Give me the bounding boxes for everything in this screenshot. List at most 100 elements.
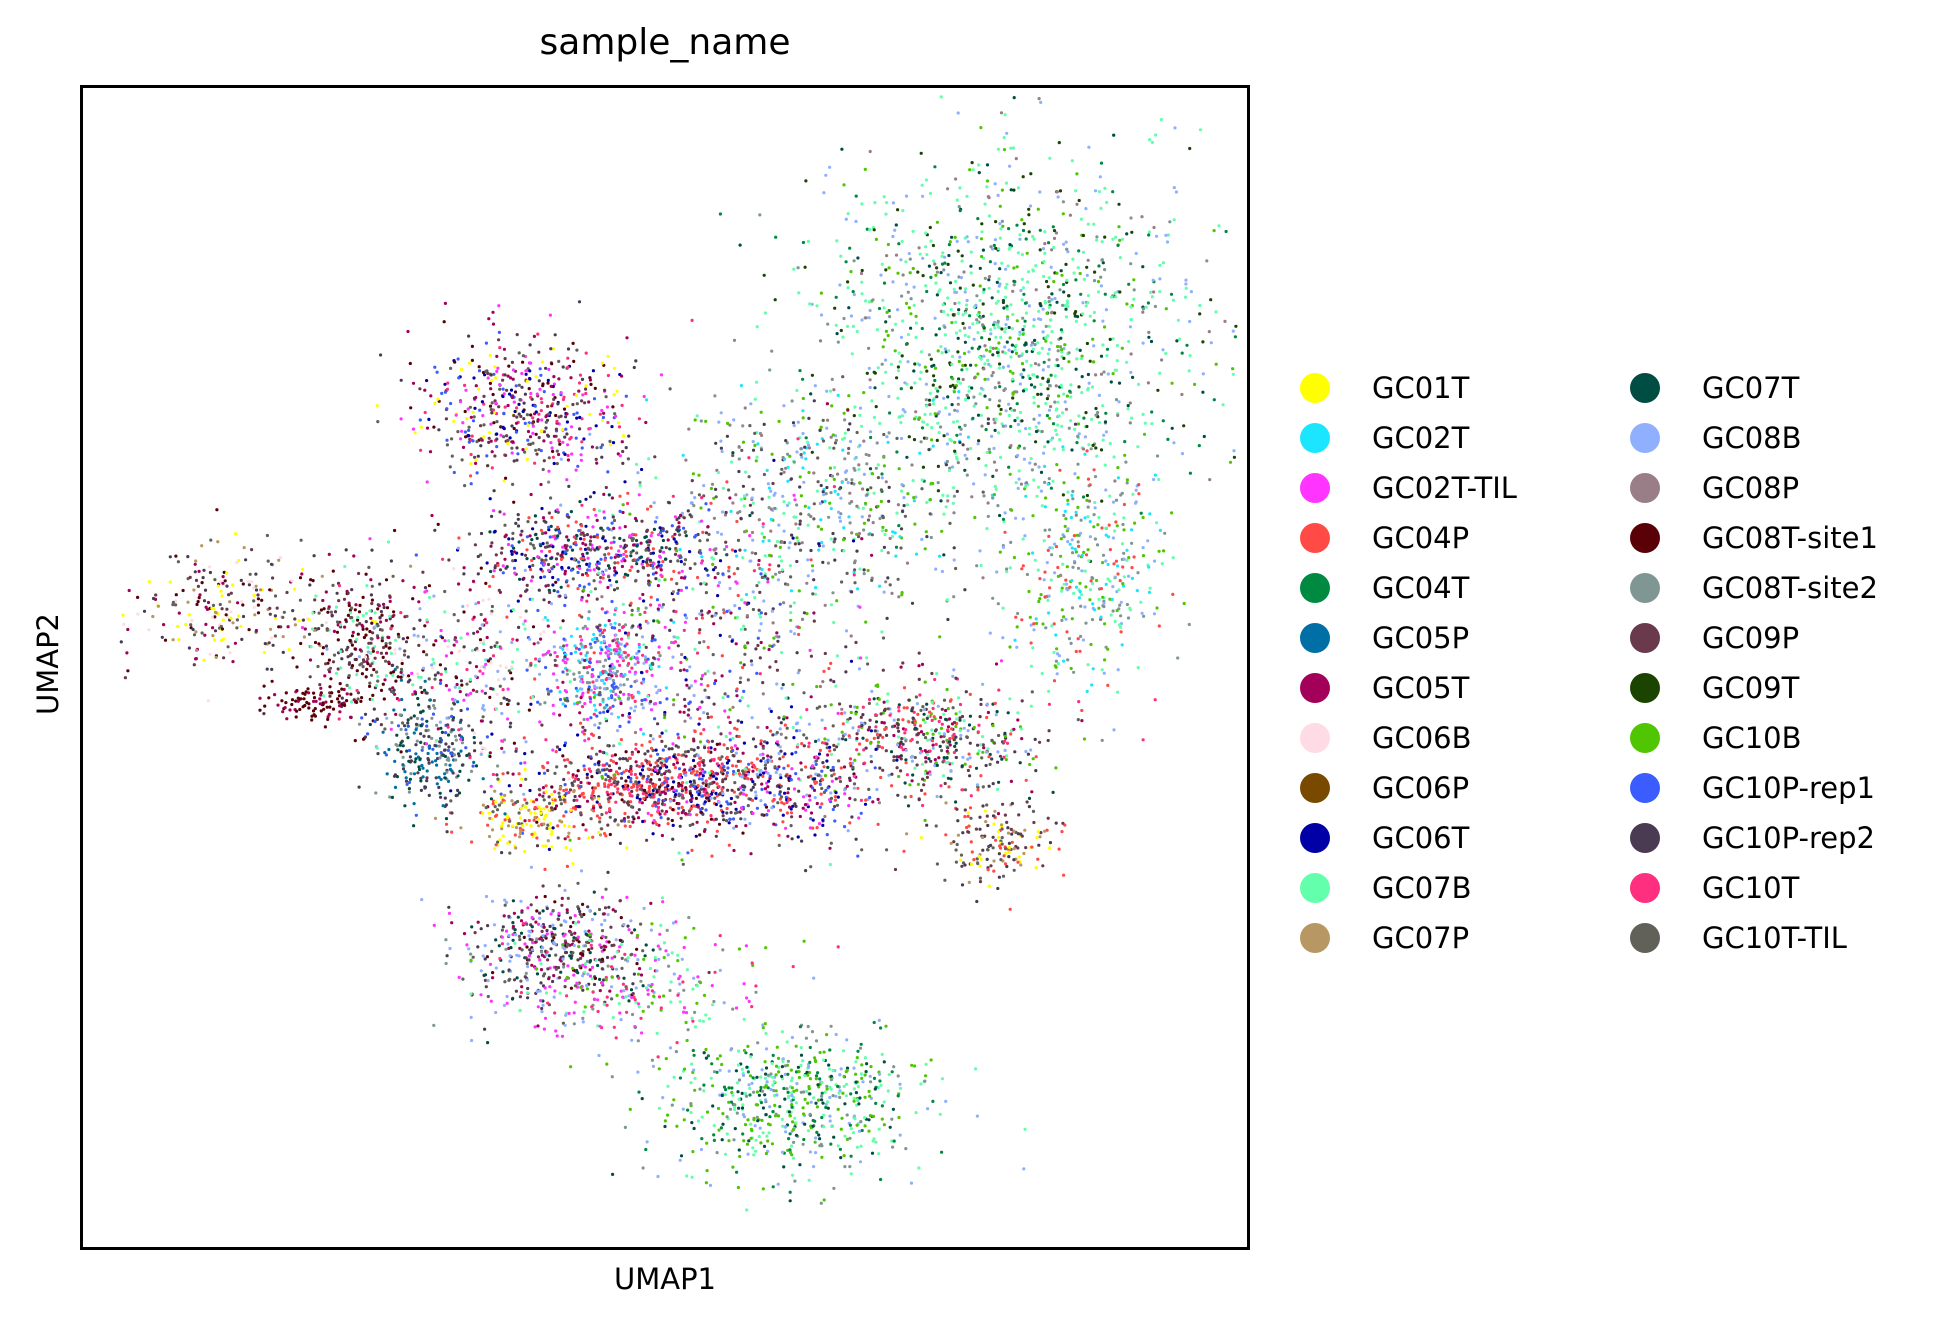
scatter-point (888, 536, 892, 541)
scatter-point (712, 758, 716, 762)
scatter-point (1053, 296, 1057, 301)
scatter-point (824, 492, 828, 496)
scatter-point (1028, 376, 1032, 381)
scatter-point (981, 290, 986, 294)
scatter-point (985, 163, 990, 167)
scatter-point (498, 568, 503, 572)
scatter-point (993, 428, 997, 432)
scatter-point (751, 448, 756, 452)
scatter-point (909, 386, 914, 390)
scatter-point (584, 351, 588, 355)
scatter-point (493, 805, 497, 809)
scatter-point (1184, 278, 1188, 282)
scatter-point (945, 738, 949, 743)
scatter-point (1004, 424, 1008, 428)
scatter-point (773, 298, 777, 302)
scatter-point (1013, 348, 1017, 352)
scatter-point (1039, 382, 1043, 387)
scatter-point (660, 790, 664, 794)
scatter-point (1036, 392, 1040, 396)
scatter-point (1055, 300, 1059, 304)
scatter-point (930, 728, 934, 732)
scatter-point (1046, 816, 1050, 820)
scatter-point (1150, 410, 1154, 414)
scatter-point (966, 447, 970, 451)
scatter-point (570, 557, 574, 561)
scatter-point (824, 173, 828, 177)
scatter-point (1233, 335, 1237, 339)
scatter-point (1038, 740, 1042, 744)
scatter-point (1232, 449, 1236, 453)
scatter-point (662, 772, 667, 776)
scatter-point (1151, 278, 1155, 282)
scatter-point (1039, 317, 1043, 322)
scatter-point (900, 591, 904, 595)
scatter-point (535, 820, 539, 824)
scatter-point (641, 559, 645, 564)
scatter-point (647, 457, 651, 461)
scatter-point (1041, 864, 1045, 868)
scatter-point (1016, 416, 1020, 420)
scatter-point (573, 677, 577, 682)
scatter-point (584, 384, 588, 388)
scatter-point (897, 467, 901, 471)
scatter-point (576, 769, 580, 773)
scatter-point (621, 510, 625, 515)
scatter-point (595, 714, 599, 718)
scatter-point (935, 220, 940, 224)
scatter-point (963, 326, 967, 330)
scatter-point (663, 803, 667, 807)
scatter-point (961, 788, 965, 792)
scatter-point (1028, 426, 1032, 430)
scatter-point (1043, 230, 1047, 234)
scatter-point (977, 749, 981, 753)
scatter-point (928, 512, 932, 516)
scatter-point (955, 331, 959, 335)
scatter-point (498, 383, 502, 387)
scatter-point (542, 459, 546, 463)
scatter-point (504, 476, 508, 480)
scatter-point-group (375, 300, 664, 504)
scatter-point (1036, 207, 1040, 211)
scatter-point (857, 467, 861, 471)
scatter-point (656, 657, 661, 661)
scatter-point (904, 748, 908, 752)
scatter-point (493, 399, 497, 403)
scatter-point (1136, 445, 1140, 449)
scatter-point (579, 458, 583, 462)
scatter-point (878, 584, 882, 588)
scatter-point (865, 493, 869, 497)
scatter-point (1008, 697, 1012, 701)
scatter-point (902, 706, 906, 710)
scatter-point (470, 840, 474, 844)
scatter-point (623, 572, 628, 576)
scatter-point (767, 506, 771, 510)
scatter-point (804, 179, 808, 183)
scatter-point (810, 373, 815, 377)
scatter-point (629, 772, 633, 776)
scatter-point (486, 464, 490, 468)
scatter-point (990, 434, 994, 438)
scatter-point (945, 459, 950, 464)
scatter-point (968, 326, 972, 330)
scatter-point (954, 848, 958, 852)
scatter-point (443, 390, 447, 394)
scatter-point (936, 389, 940, 393)
scatter-point (561, 795, 565, 799)
scatter-point (1001, 300, 1006, 305)
scatter-point (766, 482, 771, 486)
scatter-point (789, 589, 794, 593)
scatter-point (551, 575, 555, 580)
scatter-point (501, 772, 505, 776)
scatter-point (953, 440, 957, 444)
scatter-point (952, 494, 957, 498)
scatter-point (978, 715, 982, 719)
scatter-point (1020, 218, 1024, 222)
scatter-point (1164, 351, 1168, 356)
scatter-point (542, 439, 546, 443)
scatter-point (608, 807, 612, 811)
scatter-point (863, 167, 867, 171)
scatter-point (1063, 400, 1067, 404)
scatter-point (925, 289, 929, 294)
scatter-point (666, 784, 670, 788)
